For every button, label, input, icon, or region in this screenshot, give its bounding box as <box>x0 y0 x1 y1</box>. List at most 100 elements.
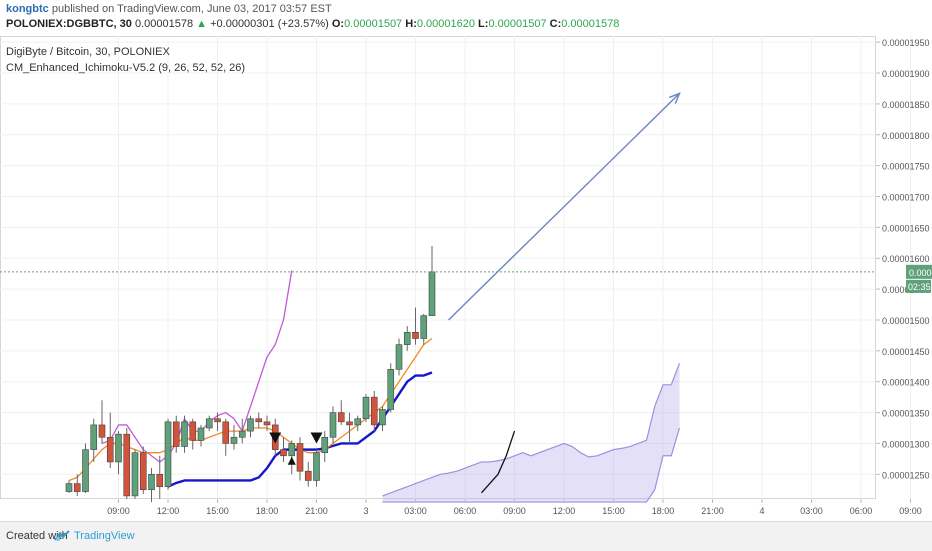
sell-signal-icon <box>269 432 282 444</box>
x-tick-label: 12:00 <box>553 506 576 516</box>
candle <box>403 326 411 351</box>
candle <box>65 480 73 493</box>
y-tick-label: 0.00001600 <box>882 254 930 264</box>
x-tick-label: 03:00 <box>404 506 427 516</box>
candle-body <box>247 418 254 432</box>
tradingview-logo-icon <box>54 530 70 541</box>
high-value: 0.00001620 <box>416 18 475 30</box>
candle-body <box>346 421 353 426</box>
candle <box>73 474 81 496</box>
candle <box>98 400 106 444</box>
candle-body <box>329 412 337 438</box>
candle-body <box>164 421 172 487</box>
y-tick-label: 0.00001750 <box>882 162 930 172</box>
x-tick-label: 09:00 <box>899 506 922 516</box>
candle-body <box>321 436 329 453</box>
last-price-tag <box>906 264 932 279</box>
x-tick-label: 09:00 <box>503 506 526 516</box>
y-tick-label: 0.00001700 <box>882 193 930 203</box>
publish-text: published on TradingView.com, June 03, 2… <box>51 3 332 15</box>
candle <box>156 455 164 499</box>
candle <box>354 415 362 432</box>
y-tick-label: 0.00001950 <box>882 38 930 48</box>
senkou-span-b <box>382 427 681 503</box>
candle <box>82 443 89 493</box>
trend-arrow-line <box>448 92 680 321</box>
y-tick-label: 0.00001400 <box>882 378 930 388</box>
tradingview-brand-link[interactable]: TradingView <box>74 530 135 542</box>
candle <box>172 415 180 453</box>
candle <box>148 468 155 503</box>
candle <box>238 418 246 444</box>
senkou-span-a <box>382 362 681 497</box>
low-value: 0.00001507 <box>488 18 547 30</box>
chikou-line <box>101 270 293 463</box>
candle-body <box>98 424 106 438</box>
candle <box>370 390 378 432</box>
candle <box>230 424 238 450</box>
candle-body <box>115 433 122 463</box>
buy-signal-icon <box>287 456 296 465</box>
x-tick-label: 06:00 <box>850 506 873 516</box>
candle <box>139 446 147 495</box>
y-tick-label: 0.00001250 <box>882 470 930 480</box>
candle <box>412 307 419 345</box>
countdown-label: 02:35 <box>908 282 931 292</box>
candle <box>387 363 395 413</box>
candle-body <box>296 443 304 472</box>
candle-body <box>131 452 139 497</box>
candle-body <box>337 412 345 423</box>
top-bar: kongbtc published on TradingView.com, Ju… <box>0 0 932 36</box>
price-chart[interactable]: 0.00001250 0.00001300 0.00001350 0.00001400… <box>0 36 932 521</box>
price-axis[interactable]: 0.00001250 0.00001300 0.00001350 0.00001400… <box>0 38 932 480</box>
time-axis[interactable]: 09:00 12:00 15:00 18:00 21:00 3 03:00 06:00 09:0… <box>107 499 922 516</box>
price-change: +0.00000301 (+23.57%) <box>210 18 329 30</box>
x-tick-label: 06:00 <box>454 506 477 516</box>
legend-title: DigiByte / Bitcoin, 30, POLONIEX <box>6 46 171 58</box>
open-value: 0.00001507 <box>344 18 403 30</box>
candle <box>164 418 172 490</box>
candle <box>379 406 386 432</box>
author-link[interactable]: kongbtc <box>6 3 49 15</box>
candle <box>189 418 197 450</box>
candle-body <box>255 418 263 423</box>
x-tick-label: 21:00 <box>701 506 724 516</box>
candle-body <box>189 421 197 441</box>
candle-body <box>90 424 98 450</box>
last-price-tag-label: 0.00001578 <box>909 268 932 278</box>
candle-body <box>370 396 378 426</box>
ohlc-line: POLONIEX:DGBBTC, 30 0.00001578 ▲ +0.0000… <box>6 18 619 30</box>
candle-body <box>263 421 271 426</box>
candle-body <box>313 452 320 481</box>
candle-body <box>82 449 89 492</box>
candle-body <box>280 449 287 457</box>
candle-body <box>238 430 246 438</box>
arrowhead-icon <box>669 92 681 104</box>
plot-area[interactable] <box>0 36 876 499</box>
x-tick-label: 09:00 <box>107 506 130 516</box>
candle <box>263 415 271 432</box>
candle-body <box>403 332 411 345</box>
trend-arrow[interactable] <box>448 92 681 321</box>
candle-body <box>197 427 205 441</box>
candle <box>362 394 370 422</box>
footer-bar: Created with TradingView <box>0 521 932 551</box>
candle-body <box>181 421 188 447</box>
y-tick-label: 0.00001350 <box>882 409 930 419</box>
x-tick-label: 18:00 <box>652 506 675 516</box>
candle <box>280 437 287 462</box>
candle <box>181 415 188 453</box>
publish-info: kongbtc published on TradingView.com, Ju… <box>6 3 332 15</box>
candle-body <box>288 443 296 457</box>
candle-body <box>428 271 436 316</box>
candle-body <box>222 421 230 444</box>
candle-body <box>230 436 238 444</box>
sell-signal-icon <box>310 432 323 444</box>
x-tick-label: 4 <box>759 506 764 516</box>
candle-body <box>106 436 114 463</box>
candle-body <box>420 315 428 339</box>
last-price: 0.00001578 <box>134 18 194 30</box>
candles <box>65 245 436 503</box>
created-with-text: Created with <box>6 530 68 542</box>
x-tick-label: 12:00 <box>157 506 180 516</box>
